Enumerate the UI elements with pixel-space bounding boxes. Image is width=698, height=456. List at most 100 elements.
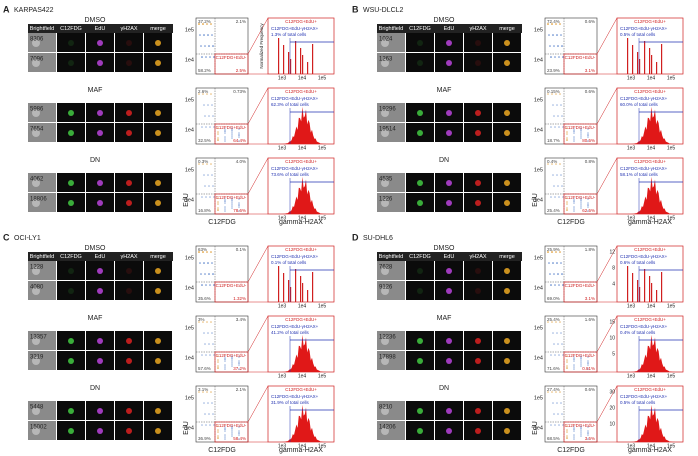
hist-tick: 1e3 [278, 215, 287, 221]
scatter-dot [217, 139, 219, 141]
gate-label: C12FDG+EdU- [565, 195, 596, 200]
scatter-dot [573, 428, 575, 430]
condition-label: DMSO [434, 17, 456, 24]
scatter-dot [580, 431, 582, 433]
image-tile [377, 351, 405, 370]
quadrant-pct: 27.4% [547, 387, 560, 392]
scatter-dot [573, 366, 575, 368]
scatter-dot [212, 413, 214, 415]
scatter-dot [217, 131, 219, 133]
scatter-dot [224, 428, 226, 430]
scatter-dot [580, 207, 582, 209]
cell [417, 428, 423, 434]
scatter-dot [198, 391, 200, 393]
scatter-dot [207, 332, 209, 334]
cell [475, 358, 481, 364]
scatter-dot [566, 359, 568, 361]
hist-area [282, 176, 330, 214]
scatter-dot [238, 356, 240, 358]
header-bar [377, 252, 522, 261]
scatter-tick: 1e5 [534, 395, 543, 401]
quadrant-pct: 62.5% [582, 208, 595, 213]
scatter-dot [550, 284, 552, 286]
cell [32, 129, 40, 137]
connector [247, 87, 269, 125]
scatter-tick: 1e4 [185, 57, 194, 63]
scatter-dot [217, 127, 219, 129]
column-header: C12FDG [409, 26, 431, 32]
column-header: merge [150, 254, 166, 260]
image-tile [406, 281, 434, 300]
scatter-dot [206, 163, 208, 165]
scatter-dot [566, 361, 568, 363]
hist-bar [632, 45, 634, 74]
hist-tick: 1e3 [278, 75, 287, 81]
connector [596, 245, 618, 283]
hist-bar [651, 283, 653, 302]
scatter-dot [573, 128, 575, 130]
cell [68, 180, 74, 186]
scatter-dot [580, 363, 582, 365]
quadrant-pct: 0.6% [585, 89, 595, 94]
scatter-dot [566, 367, 568, 369]
image-tile [115, 261, 143, 280]
image-tile [115, 281, 143, 300]
hist-bar [290, 287, 292, 302]
cell [475, 408, 481, 414]
scatter-dot [231, 197, 233, 199]
hist-tick: 1e4 [298, 145, 307, 151]
scatter-dot [566, 139, 568, 141]
cell [32, 337, 40, 345]
hist-bar [290, 59, 292, 74]
cell [97, 110, 103, 116]
hist-bar [649, 48, 651, 74]
scatter-dot [555, 93, 557, 95]
cell [381, 59, 389, 67]
cell [504, 60, 510, 66]
quadrant-pct: 2.1% [236, 19, 246, 24]
cell [475, 338, 481, 344]
panel-title: OCI-LY1 [14, 235, 41, 242]
scatter-dot [207, 34, 209, 36]
scatter-dot [573, 206, 575, 208]
scatter-dot [558, 196, 560, 198]
scatter-dot [556, 262, 558, 264]
scatter-dot [560, 332, 562, 334]
scatter-dot [238, 434, 240, 436]
hist-bar [656, 62, 658, 74]
cell [126, 408, 132, 414]
hist-bar [639, 59, 641, 74]
cell [155, 428, 161, 434]
scatter-dot [547, 163, 549, 165]
scatter-dot [198, 251, 200, 253]
scatter-tick: 1e4 [534, 355, 543, 361]
scatter-dot [202, 93, 204, 95]
cell [446, 60, 452, 66]
scatter-dot [213, 284, 215, 286]
cell [475, 268, 481, 274]
scatter-dot [208, 185, 210, 187]
scatter-tick: 1e4 [534, 127, 543, 133]
hist-tick: 1e5 [667, 373, 676, 379]
scatter-dot [573, 200, 575, 202]
hist-bar [307, 62, 309, 74]
hist-x-label: gamma-H2AX [279, 447, 323, 454]
cell [381, 199, 389, 207]
scatter-dot [566, 203, 568, 205]
cell [155, 130, 161, 136]
scatter-dot [231, 137, 233, 139]
cell [381, 129, 389, 137]
hist-top-label: C12FDG+EdU+ [285, 19, 317, 24]
scatter-dot [208, 273, 210, 275]
gate [214, 123, 249, 145]
scatter-dot [206, 391, 208, 393]
cell-id: 5448 [30, 405, 44, 411]
scatter-tick: 1e5 [534, 97, 543, 103]
image-tile [28, 351, 56, 370]
gate-label: C12FDG+EdU- [216, 125, 247, 130]
cell-id: 4535 [379, 177, 393, 183]
cell [381, 337, 389, 345]
cell-id: 7628 [379, 265, 393, 271]
hist-gate-label: C12FDG+EdU-γH2AX+ [620, 254, 668, 259]
hist-tick: 1e4 [647, 145, 656, 151]
